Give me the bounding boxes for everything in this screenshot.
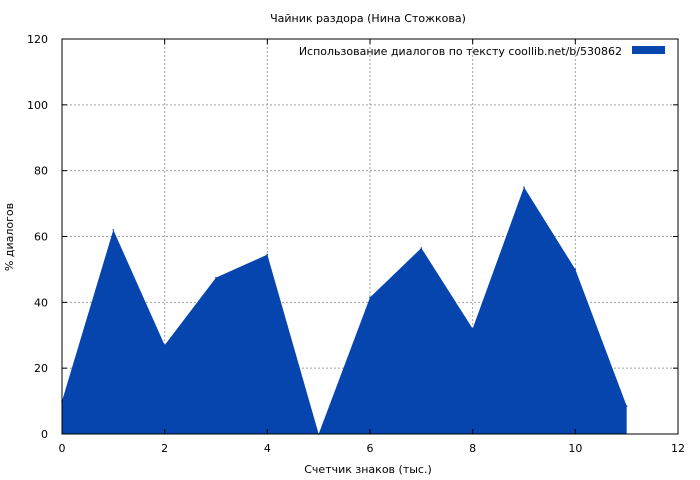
data-point bbox=[112, 229, 115, 231]
data-point bbox=[574, 268, 577, 271]
series-area bbox=[62, 187, 627, 434]
y-tick-label: 100 bbox=[27, 99, 48, 112]
chart-title: Чайник раздора (Нина Стожкова) bbox=[270, 12, 466, 25]
y-tick-label: 60 bbox=[34, 231, 48, 244]
y-axis-label: % диалогов bbox=[3, 203, 16, 271]
x-tick-label: 6 bbox=[367, 442, 374, 455]
x-axis-ticks: 0 2 4 6 8 10 12 bbox=[59, 39, 685, 455]
x-tick-label: 0 bbox=[59, 442, 66, 455]
y-tick-label: 80 bbox=[34, 165, 48, 178]
data-area bbox=[61, 186, 628, 435]
x-tick-label: 10 bbox=[568, 442, 582, 455]
data-point bbox=[163, 344, 166, 346]
data-point bbox=[625, 405, 628, 407]
y-tick-label: 20 bbox=[34, 362, 48, 375]
legend-label: Использование диалогов по тексту coollib… bbox=[299, 45, 622, 58]
x-tick-label: 12 bbox=[671, 442, 685, 455]
y-tick-label: 0 bbox=[41, 428, 48, 441]
x-tick-label: 2 bbox=[161, 442, 168, 455]
data-point bbox=[523, 186, 525, 188]
data-point bbox=[369, 296, 371, 299]
data-point bbox=[420, 247, 423, 249]
y-tick-label: 120 bbox=[27, 33, 48, 46]
x-tick-label: 8 bbox=[469, 442, 476, 455]
x-axis-label: Счетчик знаков (тыс.) bbox=[304, 463, 432, 476]
legend-swatch bbox=[632, 46, 665, 54]
data-point bbox=[471, 327, 474, 330]
x-tick-label: 4 bbox=[264, 442, 271, 455]
data-point bbox=[266, 253, 269, 256]
y-axis-ticks: 0 20 40 60 80 100 120 bbox=[27, 33, 678, 441]
legend: Использование диалогов по тексту coollib… bbox=[299, 45, 665, 58]
data-point bbox=[215, 276, 217, 279]
y-tick-label: 40 bbox=[34, 296, 48, 309]
